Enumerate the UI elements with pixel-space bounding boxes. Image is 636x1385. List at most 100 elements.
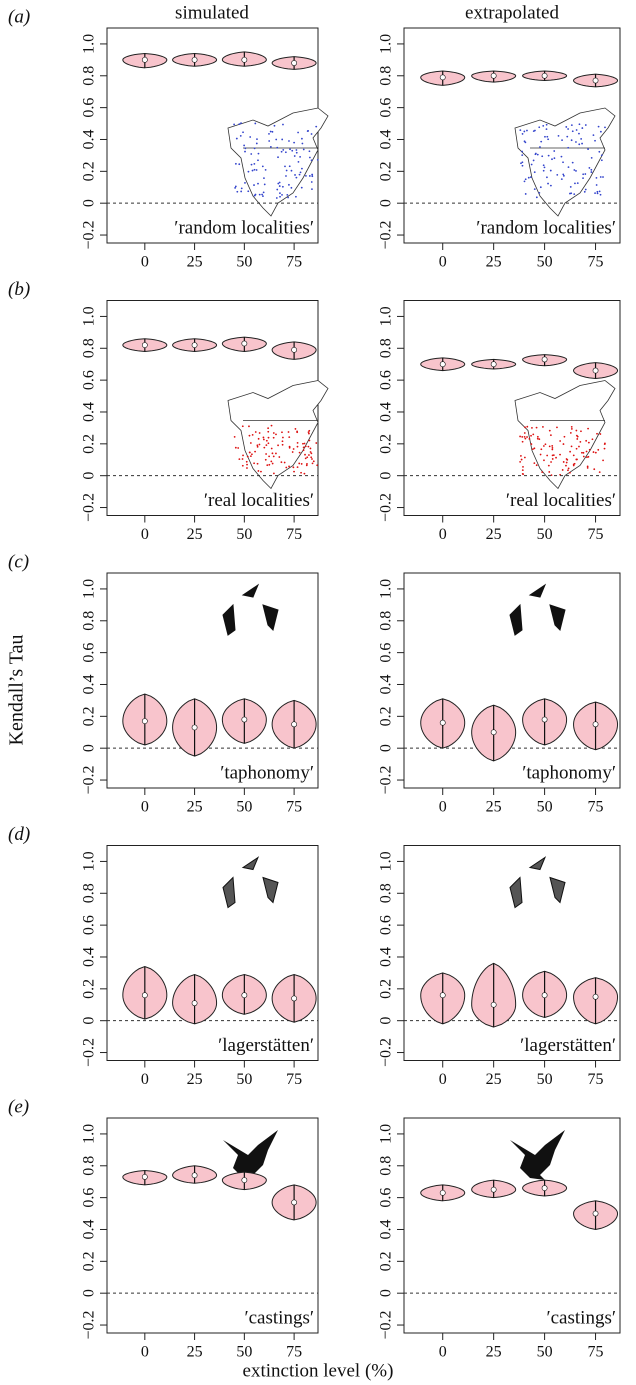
map-dot xyxy=(579,441,582,443)
x-tick-label: 50 xyxy=(537,526,553,543)
map-dot xyxy=(305,175,307,177)
x-tick-label: 50 xyxy=(537,254,553,271)
x-tick-label: 75 xyxy=(286,799,302,816)
map-dot xyxy=(575,434,578,437)
x-tick-label: 75 xyxy=(588,254,604,271)
plot-frame xyxy=(403,845,621,1061)
map-dot xyxy=(296,441,299,444)
map-dot xyxy=(563,435,566,438)
y-axis-label: Kendall’s Tau xyxy=(6,635,28,746)
map-dot xyxy=(247,170,250,173)
illustration xyxy=(227,380,329,490)
map-dot xyxy=(588,448,591,451)
x-tick-label: 75 xyxy=(588,1344,604,1361)
map-dot xyxy=(546,135,549,138)
map-dot xyxy=(533,171,536,174)
map-dot xyxy=(239,134,242,137)
map-dot xyxy=(584,173,587,175)
map-dot xyxy=(303,442,306,445)
map-dot xyxy=(584,124,587,126)
map-dot xyxy=(308,175,311,177)
map-dot xyxy=(269,130,272,133)
map-dot xyxy=(265,444,268,447)
map-dot xyxy=(526,436,528,438)
map-outline xyxy=(514,380,616,490)
map-dot xyxy=(272,455,275,458)
y-tick-label: 0.6 xyxy=(378,98,395,118)
map-dot xyxy=(258,443,261,446)
map-dot xyxy=(256,444,259,447)
y-tick-label: 1.0 xyxy=(81,1124,98,1144)
map-dot xyxy=(308,439,311,442)
map-dot xyxy=(592,134,595,137)
map-dot xyxy=(238,123,241,126)
map-dot xyxy=(523,435,526,438)
map-dot xyxy=(569,471,571,474)
map-dot xyxy=(538,438,541,441)
map-dot xyxy=(596,190,599,193)
y-tick-label: 0 xyxy=(378,199,395,207)
y-tick-label: 1.0 xyxy=(378,1124,395,1144)
map-dot xyxy=(269,146,272,148)
violin-median xyxy=(592,77,599,84)
x-tick-label: 0 xyxy=(141,1071,149,1088)
map-dot xyxy=(300,186,303,189)
map-dot xyxy=(582,451,585,454)
map-dot xyxy=(548,471,551,473)
map-dot xyxy=(298,173,301,176)
annotation: ′taphonomy′ xyxy=(220,762,314,783)
violin-median xyxy=(592,1210,599,1217)
y-tick-label: 0.8 xyxy=(81,66,98,86)
map-dot xyxy=(536,153,539,156)
map-dot xyxy=(542,124,545,127)
y-tick-label: 0 xyxy=(81,472,98,480)
map-dot xyxy=(550,461,552,463)
map-dot xyxy=(270,460,273,463)
map-dot xyxy=(290,186,293,189)
map-dot xyxy=(251,453,253,456)
annotation: ′real localities′ xyxy=(506,490,616,511)
map-dot xyxy=(301,167,303,170)
map-dot xyxy=(519,129,522,132)
map-dot xyxy=(551,458,554,460)
violin-median xyxy=(541,992,548,999)
map-dot xyxy=(279,195,281,198)
annotation: ′lagerstätten′ xyxy=(218,1035,314,1056)
map-dot xyxy=(250,163,253,166)
y-tick-label: 0.4 xyxy=(378,402,395,422)
map-dot xyxy=(288,446,291,449)
y-tick-label: −0.2 xyxy=(81,1311,98,1340)
violin-median xyxy=(592,993,599,1000)
map-dot xyxy=(542,164,545,167)
map-outline xyxy=(514,107,616,217)
y-tick-label: 0.4 xyxy=(81,129,98,149)
map-dot xyxy=(594,451,597,454)
violin-median xyxy=(291,1199,298,1206)
map-dot xyxy=(519,460,522,463)
x-tick-label: 25 xyxy=(187,254,203,271)
map-dot xyxy=(246,467,248,469)
x-tick-label: 75 xyxy=(286,254,302,271)
map-dot xyxy=(596,432,598,435)
violin-median xyxy=(592,367,599,374)
y-tick-label: 0 xyxy=(378,1017,395,1025)
map-dot xyxy=(521,133,524,135)
violin-median xyxy=(490,361,497,368)
y-tick-label: 0 xyxy=(81,199,98,207)
map-dot xyxy=(585,439,588,442)
map-dot xyxy=(534,129,536,132)
map-dot xyxy=(560,155,563,158)
x-tick-label: 75 xyxy=(588,799,604,816)
map-dot xyxy=(290,169,293,172)
map-dot xyxy=(258,432,261,434)
x-tick-label: 25 xyxy=(187,1344,203,1361)
map-dot xyxy=(580,451,583,454)
map-dot xyxy=(553,150,556,152)
map-dot xyxy=(578,123,581,126)
violin-median xyxy=(592,721,599,728)
map-dot xyxy=(540,448,543,451)
violin-median xyxy=(191,1000,198,1007)
map-dot xyxy=(316,158,319,161)
map-dot xyxy=(234,185,237,188)
map-dot xyxy=(547,182,549,185)
